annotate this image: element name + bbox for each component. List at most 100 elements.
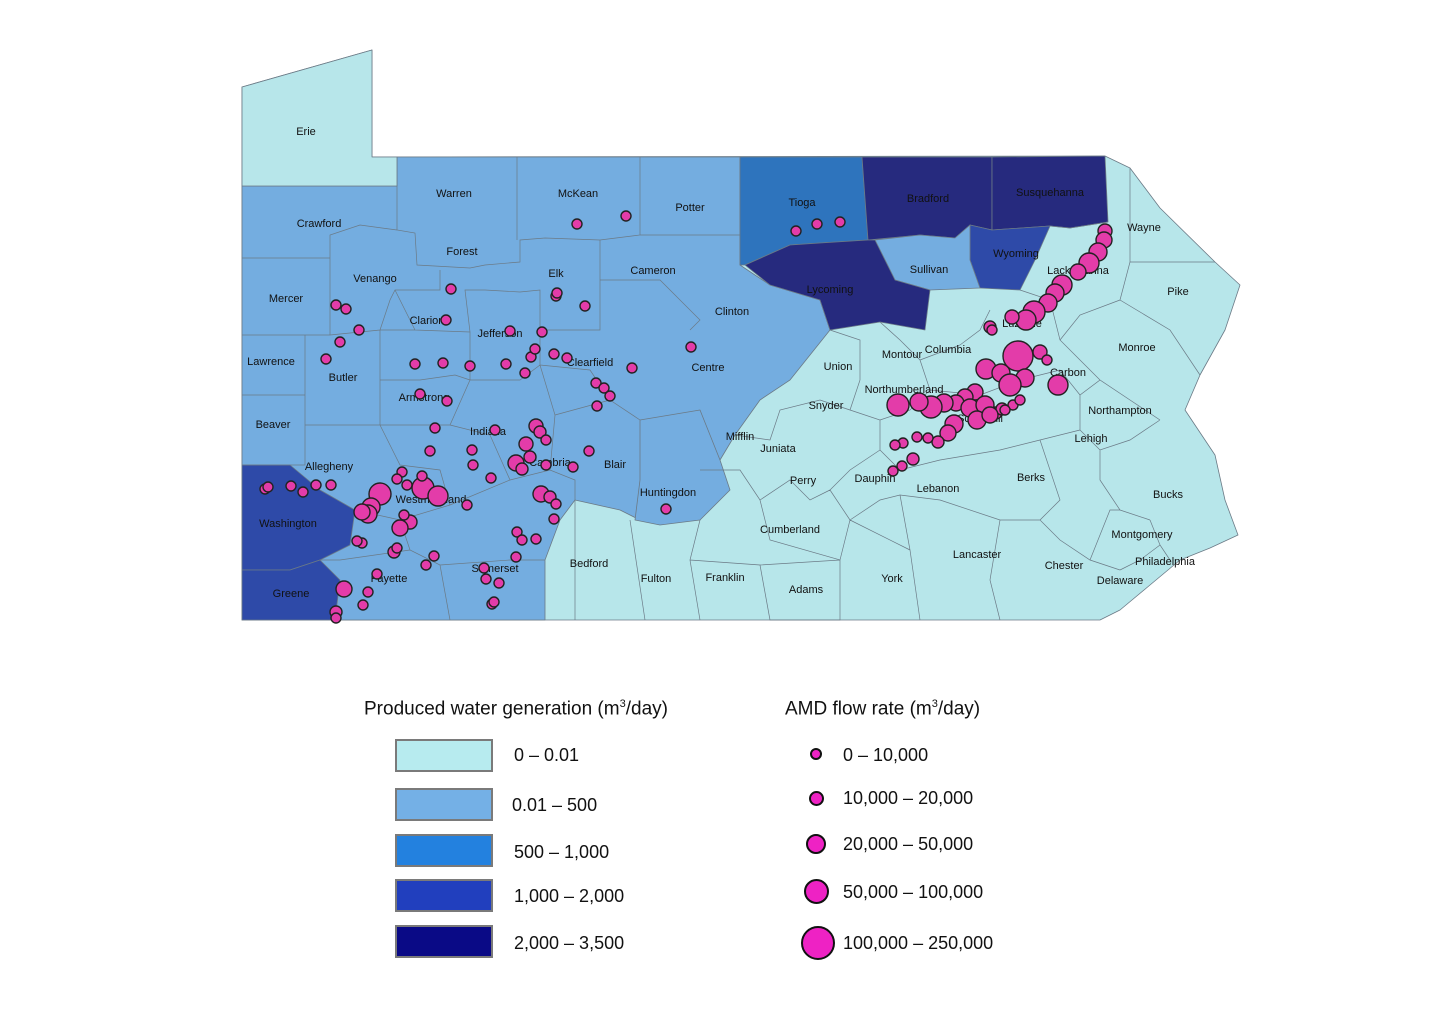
amd-site-marker bbox=[330, 612, 342, 624]
amd-site-marker bbox=[427, 485, 449, 507]
legend-water-label-3: 1,000 – 2,000 bbox=[514, 886, 625, 906]
amd-site-marker bbox=[351, 535, 363, 547]
legend-water-swatch-4 bbox=[395, 925, 493, 958]
label-erie: Erie bbox=[296, 126, 316, 138]
label-warren: Warren bbox=[436, 188, 472, 200]
label-philadelphia: Philadelphia bbox=[1135, 556, 1196, 568]
legend-water-label-4: 2,000 – 3,500 bbox=[514, 933, 625, 953]
label-centre: Centre bbox=[691, 362, 724, 374]
amd-site-marker bbox=[335, 580, 353, 598]
legend-amd-label-3: 50,000 – 100,000 bbox=[843, 882, 984, 902]
label-susquehanna: Susquehanna bbox=[1016, 187, 1085, 199]
amd-site-marker bbox=[515, 462, 529, 476]
label-wyoming: Wyoming bbox=[993, 248, 1039, 260]
amd-site-marker bbox=[536, 326, 548, 338]
amd-site-marker bbox=[371, 568, 383, 580]
label-allegheny: Allegheny bbox=[305, 461, 354, 473]
label-northampton: Northampton bbox=[1088, 405, 1152, 417]
amd-site-marker bbox=[834, 216, 846, 228]
label-cameron: Cameron bbox=[630, 265, 675, 277]
amd-site-marker bbox=[998, 373, 1022, 397]
legend-water-title: Produced water generation (m3/day) bbox=[364, 698, 668, 720]
label-elk: Elk bbox=[548, 268, 564, 280]
legend-amd-bubble-1 bbox=[809, 791, 824, 806]
amd-site-marker bbox=[353, 503, 371, 521]
amd-site-marker bbox=[579, 300, 591, 312]
label-monroe: Monroe bbox=[1118, 342, 1155, 354]
amd-site-marker bbox=[561, 352, 573, 364]
amd-site-marker bbox=[604, 390, 616, 402]
label-montour: Montour bbox=[882, 349, 923, 361]
amd-site-marker bbox=[445, 283, 457, 295]
amd-site-marker bbox=[441, 395, 453, 407]
amd-site-marker bbox=[391, 519, 409, 537]
legend-amd-bubble-2 bbox=[806, 834, 826, 854]
amd-site-marker bbox=[540, 434, 552, 446]
label-york: York bbox=[881, 573, 903, 585]
legend-amd-label-0: 0 – 10,000 bbox=[843, 745, 929, 765]
amd-site-marker bbox=[334, 336, 346, 348]
amd-site-marker bbox=[811, 218, 823, 230]
label-dauphin: Dauphin bbox=[855, 473, 896, 485]
legend-water-swatch-2 bbox=[395, 834, 493, 867]
amd-site-marker bbox=[590, 377, 602, 389]
legend-water-swatch-1 bbox=[395, 788, 493, 821]
amd-site-marker bbox=[626, 362, 638, 374]
amd-site-marker bbox=[504, 325, 516, 337]
amd-site-marker bbox=[548, 513, 560, 525]
amd-site-marker bbox=[429, 422, 441, 434]
amd-site-marker bbox=[485, 472, 497, 484]
label-jefferson: Jefferson bbox=[477, 328, 522, 340]
label-wayne: Wayne bbox=[1127, 222, 1161, 234]
legend-amd-label-4: 100,000 – 250,000 bbox=[843, 933, 994, 953]
amd-site-marker bbox=[440, 314, 452, 326]
label-bucks: Bucks bbox=[1153, 489, 1183, 501]
amd-site-marker bbox=[909, 392, 929, 412]
county-greene bbox=[241, 559, 341, 621]
amd-site-marker bbox=[262, 481, 274, 493]
amd-site-marker bbox=[516, 534, 528, 546]
amd-site-marker bbox=[790, 225, 802, 237]
legend-water-label-2: 500 – 1,000 bbox=[514, 842, 610, 862]
legend-amd-bubble-3 bbox=[804, 879, 829, 904]
label-pike: Pike bbox=[1167, 286, 1188, 298]
legend-amd-label-1: 10,000 – 20,000 bbox=[843, 788, 974, 808]
amd-site-marker bbox=[518, 436, 534, 452]
amd-site-marker bbox=[1004, 309, 1020, 325]
label-blair: Blair bbox=[604, 459, 626, 471]
label-huntingdon: Huntingdon bbox=[640, 487, 696, 499]
legend-amd-title: AMD flow rate (m3/day) bbox=[785, 698, 981, 720]
amd-site-marker bbox=[540, 459, 552, 471]
label-clearfield: Clearfield bbox=[567, 357, 613, 369]
label-greene: Greene bbox=[273, 588, 310, 600]
amd-site-marker bbox=[551, 287, 563, 299]
amd-site-marker bbox=[1041, 354, 1053, 366]
label-washington: Washington bbox=[259, 518, 317, 530]
amd-site-marker bbox=[493, 577, 505, 589]
label-potter: Potter bbox=[675, 202, 705, 214]
amd-site-marker bbox=[424, 445, 436, 457]
amd-site-marker bbox=[533, 425, 547, 439]
amd-site-marker bbox=[591, 400, 603, 412]
amd-site-marker bbox=[523, 450, 537, 464]
label-fulton: Fulton bbox=[641, 573, 672, 585]
amd-site-marker bbox=[488, 596, 500, 608]
amd-site-marker bbox=[986, 324, 998, 336]
amd-site-marker bbox=[519, 367, 531, 379]
amd-site-marker bbox=[571, 218, 583, 230]
label-forest: Forest bbox=[446, 246, 477, 258]
label-lawrence: Lawrence bbox=[247, 356, 295, 368]
amd-site-marker bbox=[467, 459, 479, 471]
label-union: Union bbox=[824, 361, 853, 373]
amd-site-marker bbox=[401, 479, 413, 491]
label-franklin: Franklin bbox=[705, 572, 744, 584]
legend-water-label-0: 0 – 0.01 bbox=[514, 745, 580, 765]
amd-site-marker bbox=[437, 357, 449, 369]
amd-site-marker bbox=[685, 341, 697, 353]
amd-site-marker bbox=[325, 479, 337, 491]
amd-site-markers bbox=[259, 210, 1113, 624]
amd-site-marker bbox=[598, 382, 610, 394]
label-sullivan: Sullivan bbox=[910, 264, 949, 276]
county-erie bbox=[241, 49, 398, 187]
label-cumberland: Cumberland bbox=[760, 524, 820, 536]
